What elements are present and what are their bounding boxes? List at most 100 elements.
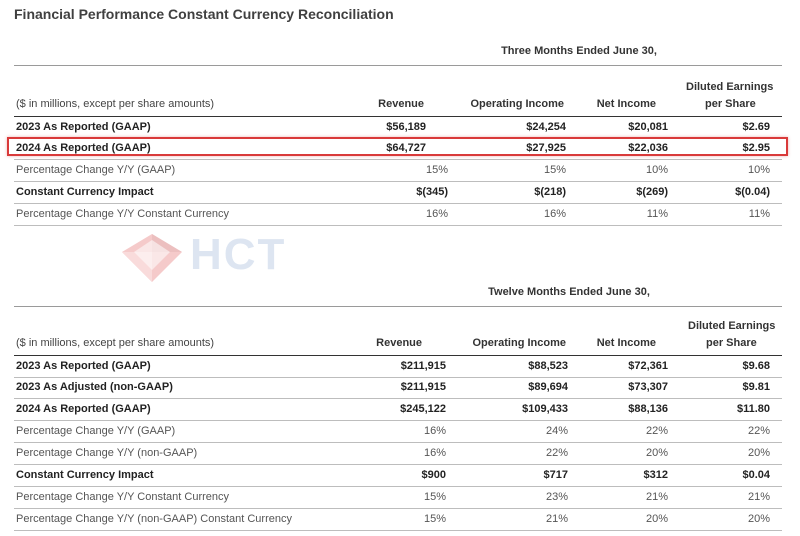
- col-header-diluted-earnings: Diluted Earnings: [688, 320, 776, 332]
- table-row: Constant Currency Impact $(345) $(218) $…: [14, 182, 782, 204]
- operating-income-cell: $(218): [534, 186, 566, 198]
- period-heading: Three Months Ended June 30,: [501, 45, 657, 57]
- eps-cell: 20%: [747, 513, 770, 525]
- eps-cell: 21%: [747, 491, 770, 503]
- revenue-cell: 15%: [423, 491, 446, 503]
- operating-income-cell: 21%: [545, 513, 568, 525]
- col-header-operating-income: Operating Income: [472, 337, 566, 349]
- operating-income-cell: $109,433: [522, 403, 568, 415]
- table-row: Percentage Change Y/Y (non-GAAP) 16% 22%…: [14, 443, 782, 465]
- net-income-cell: 11%: [646, 208, 668, 220]
- operating-income-cell: $717: [543, 469, 568, 481]
- table-row: 2024 As Reported (GAAP) $245,122 $109,43…: [14, 399, 782, 421]
- operating-income-cell: 24%: [545, 425, 568, 437]
- col-header-revenue: Revenue: [378, 98, 424, 110]
- eps-cell: $9.68: [742, 360, 770, 372]
- diamond-logo-icon: [122, 234, 182, 282]
- net-income-cell: $(269): [636, 186, 668, 198]
- net-income-cell: $22,036: [628, 142, 668, 154]
- net-income-cell: 20%: [645, 513, 668, 525]
- divider: [14, 65, 782, 66]
- row-label: Constant Currency Impact: [16, 469, 154, 481]
- table-row: Percentage Change Y/Y (GAAP) 16% 24% 22%…: [14, 421, 782, 443]
- table-row: 2024 As Reported (GAAP) $64,727 $27,925 …: [14, 138, 782, 160]
- revenue-cell: 16%: [423, 447, 446, 459]
- net-income-cell: 20%: [645, 447, 668, 459]
- col-header-per-share: per Share: [705, 98, 756, 110]
- eps-cell: $2.69: [742, 121, 770, 133]
- table-row: Percentage Change Y/Y Constant Currency …: [14, 204, 782, 226]
- revenue-cell: $(345): [416, 186, 448, 198]
- operating-income-cell: $89,694: [528, 381, 568, 393]
- operating-income-cell: $88,523: [528, 360, 568, 372]
- revenue-cell: 16%: [425, 208, 448, 220]
- unit-note: ($ in millions, except per share amounts…: [16, 98, 215, 110]
- row-highlight-box: [7, 137, 788, 156]
- operating-income-cell: 23%: [545, 491, 568, 503]
- revenue-cell: $211,915: [400, 360, 446, 372]
- revenue-cell: $211,915: [400, 381, 446, 393]
- unit-note: ($ in millions, except per share amounts…: [16, 337, 215, 349]
- net-income-cell: $312: [643, 469, 668, 481]
- eps-cell: 11%: [748, 208, 770, 220]
- revenue-cell: 16%: [423, 425, 446, 437]
- col-header-net-income: Net Income: [596, 98, 656, 110]
- col-header-per-share: per Share: [706, 337, 757, 349]
- row-label: 2023 As Reported (GAAP): [16, 360, 151, 372]
- row-label: Percentage Change Y/Y (non-GAAP): [16, 447, 198, 459]
- col-header-diluted-earnings: Diluted Earnings: [686, 81, 774, 93]
- net-income-cell: $20,081: [628, 121, 668, 133]
- watermark-logo: HCT: [120, 230, 284, 289]
- row-label: Percentage Change Y/Y (non-GAAP) Constan…: [16, 513, 292, 525]
- eps-cell: $11.80: [736, 403, 770, 415]
- net-income-cell: $73,307: [628, 381, 668, 393]
- row-label: 2024 As Reported (GAAP): [16, 142, 151, 154]
- operating-income-cell: 22%: [545, 447, 568, 459]
- net-income-cell: 10%: [645, 164, 668, 176]
- table-row: 2023 As Adjusted (non-GAAP) $211,915 $89…: [14, 377, 782, 399]
- row-label: Percentage Change Y/Y Constant Currency: [16, 208, 230, 220]
- operating-income-cell: $27,925: [526, 142, 566, 154]
- net-income-cell: $72,361: [628, 360, 668, 372]
- eps-cell: $9.81: [742, 381, 770, 393]
- row-label: 2023 As Reported (GAAP): [16, 121, 151, 133]
- page-title: Financial Performance Constant Currency …: [14, 6, 394, 22]
- period-heading: Twelve Months Ended June 30,: [488, 286, 650, 298]
- operating-income-cell: $24,254: [526, 121, 566, 133]
- col-header-revenue: Revenue: [376, 337, 422, 349]
- net-income-cell: 22%: [645, 425, 668, 437]
- revenue-cell: $64,727: [386, 142, 426, 154]
- operating-income-cell: 15%: [543, 164, 566, 176]
- divider: [14, 306, 782, 307]
- net-income-cell: $88,136: [628, 403, 668, 415]
- eps-cell: 10%: [747, 164, 770, 176]
- revenue-cell: $245,122: [400, 403, 446, 415]
- watermark-text: HCT: [190, 230, 287, 279]
- table-row: Percentage Change Y/Y Constant Currency …: [14, 487, 782, 509]
- eps-cell: $0.04: [742, 469, 770, 481]
- eps-cell: $2.95: [742, 142, 770, 154]
- column-headers: ($ in millions, except per share amounts…: [14, 81, 782, 131]
- row-label: Percentage Change Y/Y Constant Currency: [16, 491, 230, 503]
- table-row: Constant Currency Impact $900 $717 $312 …: [14, 465, 782, 487]
- row-label: 2024 As Reported (GAAP): [16, 403, 151, 415]
- revenue-cell: $56,189: [386, 121, 426, 133]
- eps-cell: $(0.04): [735, 186, 770, 198]
- table-row: 2023 As Reported (GAAP) $56,189 $24,254 …: [14, 116, 782, 139]
- table-row: 2023 As Reported (GAAP) $211,915 $88,523…: [14, 355, 782, 378]
- eps-cell: 22%: [747, 425, 770, 437]
- row-label: Percentage Change Y/Y (GAAP): [16, 425, 176, 437]
- operating-income-cell: 16%: [543, 208, 566, 220]
- row-label: 2023 As Adjusted (non-GAAP): [16, 381, 173, 393]
- revenue-cell: 15%: [423, 513, 446, 525]
- column-headers: ($ in millions, except per share amounts…: [14, 320, 782, 370]
- table-row: Percentage Change Y/Y (non-GAAP) Constan…: [14, 509, 782, 531]
- table-row: Percentage Change Y/Y (GAAP) 15% 15% 10%…: [14, 160, 782, 182]
- net-income-cell: 21%: [645, 491, 668, 503]
- col-header-operating-income: Operating Income: [470, 98, 564, 110]
- row-label: Constant Currency Impact: [16, 186, 154, 198]
- col-header-net-income: Net Income: [596, 337, 656, 349]
- eps-cell: 20%: [747, 447, 770, 459]
- revenue-cell: $900: [421, 469, 446, 481]
- row-label: Percentage Change Y/Y (GAAP): [16, 164, 176, 176]
